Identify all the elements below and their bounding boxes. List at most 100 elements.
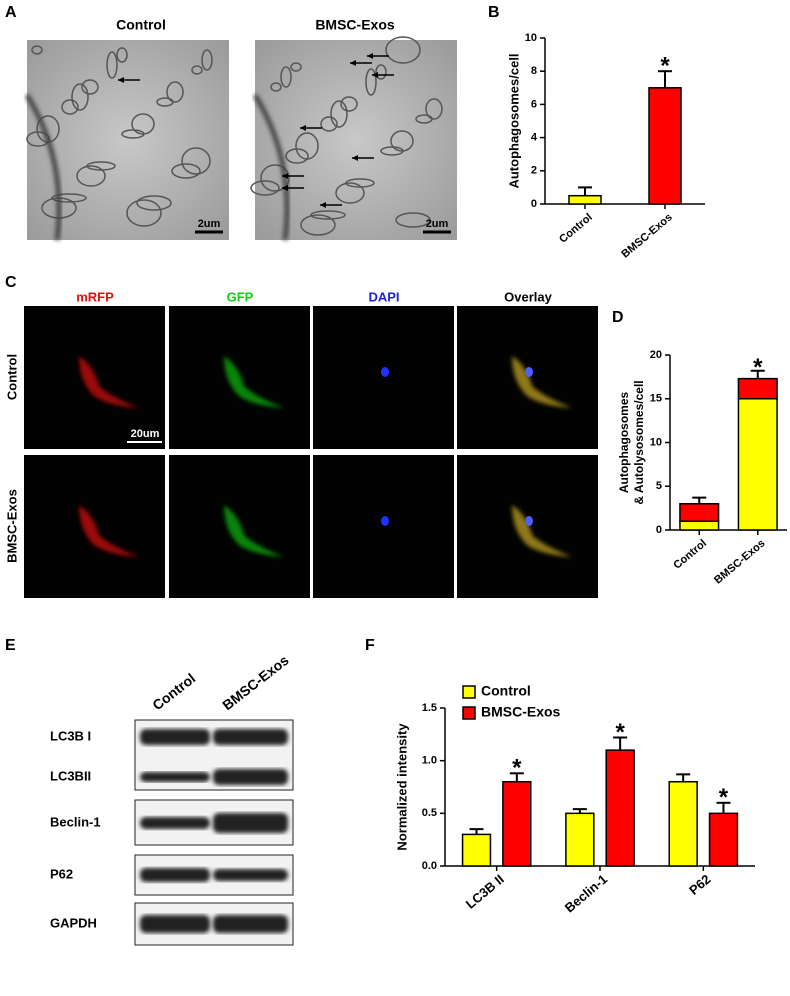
cell-body	[79, 356, 139, 408]
x-tick-label: LC3B II	[463, 871, 507, 911]
organelle	[131, 113, 155, 135]
x-tick-label: Control	[671, 537, 709, 571]
organelle	[300, 214, 336, 236]
organelle	[106, 51, 118, 79]
organelle	[260, 164, 290, 192]
y-tick-label: 1.0	[422, 755, 437, 767]
blot-band	[213, 769, 288, 785]
bar	[461, 833, 492, 867]
y-tick-label: 0	[656, 524, 662, 536]
arrow-head	[350, 60, 356, 66]
organelle	[330, 100, 348, 128]
organelle	[335, 182, 365, 204]
organelle	[320, 116, 338, 132]
organelle	[136, 195, 172, 211]
cell-body	[224, 505, 284, 557]
organelle	[415, 114, 433, 124]
organelle	[310, 210, 346, 220]
organelle	[201, 49, 213, 71]
cell-body	[224, 356, 284, 408]
bar	[708, 812, 739, 867]
blot-band	[140, 817, 210, 829]
fluorescence-image	[313, 455, 454, 598]
arrow-head	[352, 155, 358, 161]
y-tick-label: 0.0	[422, 860, 437, 872]
blot-band	[140, 915, 210, 933]
x-tick-label: BMSC-Exos	[712, 537, 767, 586]
organelle	[181, 147, 211, 175]
column-title: mRFP	[76, 289, 114, 304]
organelle	[71, 83, 89, 111]
organelle	[395, 212, 431, 228]
y-tick-label: 20	[650, 349, 662, 361]
bar-segment	[679, 503, 720, 522]
y-tick-label: 8	[531, 65, 537, 77]
significance: *	[719, 784, 729, 811]
column-title: GFP	[227, 289, 254, 304]
bar	[565, 812, 595, 867]
panel-label: F	[365, 637, 375, 654]
x-tick-label: Control	[557, 211, 595, 245]
legend-label: Control	[481, 683, 531, 699]
y-tick-label: 0.5	[422, 807, 437, 819]
organelle	[116, 47, 128, 63]
organelle	[285, 148, 309, 164]
bar	[568, 194, 602, 205]
band-label: LC3B I	[50, 728, 91, 743]
bar-segment	[679, 520, 720, 531]
organelle	[191, 65, 203, 75]
scale-bar-label: 2um	[198, 218, 221, 230]
nucleus-edge	[24, 93, 62, 241]
cell-body	[79, 505, 139, 557]
x-tick-label: BMSC-Exos	[619, 211, 674, 260]
cell-body	[512, 505, 572, 557]
fluorescence-image	[313, 306, 454, 449]
blot-band	[213, 813, 288, 833]
panel-label: C	[5, 274, 17, 291]
panel-label: A	[5, 4, 17, 21]
x-tick-label: Beclin-1	[562, 871, 610, 915]
column-title: Overlay	[504, 289, 552, 304]
nucleus-edge	[252, 93, 290, 241]
organelle	[280, 66, 292, 88]
arrow-head	[118, 77, 124, 83]
organelle	[375, 64, 387, 80]
organelle	[171, 163, 201, 179]
legend-label: BMSC-Exos	[481, 704, 561, 720]
organelle	[380, 146, 404, 156]
cell-body	[512, 356, 572, 408]
nucleus	[525, 516, 533, 526]
blot-band	[140, 772, 210, 782]
y-tick-label: 4	[531, 132, 538, 144]
legend-swatch	[462, 706, 476, 720]
organelle	[81, 79, 99, 95]
column-title: Control	[116, 17, 166, 33]
organelle	[270, 82, 282, 92]
significance: *	[615, 719, 625, 746]
legend-swatch	[462, 685, 476, 699]
nucleus	[381, 516, 389, 526]
lane-label: BMSC-Exos	[219, 652, 292, 714]
y-axis-label: Normalized intensity	[394, 723, 409, 851]
y-tick-label: 5	[656, 480, 662, 492]
y-axis-label: Autophagosomes/cell	[506, 53, 521, 188]
organelle	[61, 99, 79, 115]
organelle	[156, 97, 174, 107]
y-tick-label: 10	[650, 436, 662, 448]
bar	[502, 780, 532, 867]
bar	[648, 87, 682, 205]
organelle	[390, 130, 414, 152]
scale-bar-label: 20um	[131, 428, 160, 440]
blot-band	[213, 729, 288, 745]
nucleus	[525, 367, 533, 377]
organelle	[290, 62, 302, 72]
y-tick-label: 15	[650, 393, 662, 405]
y-tick-label: 10	[525, 32, 537, 44]
y-tick-label: 2	[531, 165, 537, 177]
bar	[668, 780, 698, 867]
arrow-head	[282, 173, 288, 179]
organelle	[51, 193, 87, 203]
column-title: BMSC-Exos	[315, 17, 395, 33]
lane-label: Control	[149, 670, 198, 713]
